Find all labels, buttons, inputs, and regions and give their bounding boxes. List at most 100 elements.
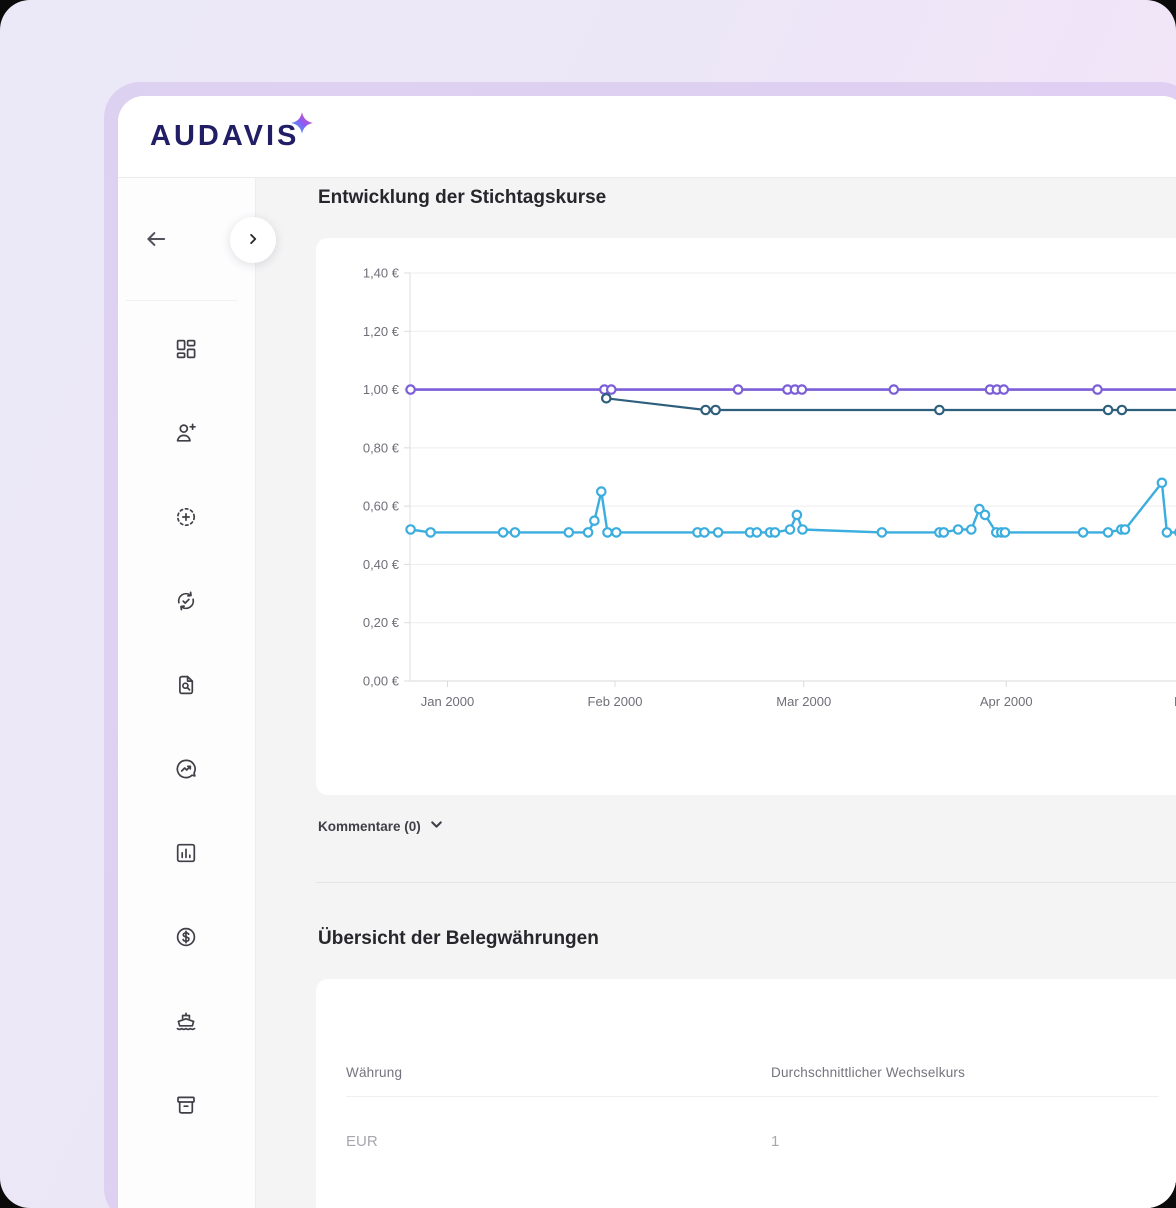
sparkle-icon bbox=[291, 112, 314, 134]
purple-line-marker bbox=[732, 384, 744, 395]
sidebar-item-file-search[interactable] bbox=[174, 674, 198, 698]
table-body: EUR 1 bbox=[346, 1097, 1159, 1150]
currency-section-title: Übersicht der Belegwährungen bbox=[318, 927, 599, 949]
blue-line-marker bbox=[497, 527, 509, 538]
archive-icon bbox=[174, 1093, 198, 1120]
chevron-down-icon bbox=[429, 817, 444, 835]
blue-line-marker bbox=[797, 524, 808, 535]
blue-line-marker bbox=[751, 527, 763, 538]
chart-card: 0,00 € 0,20 € 0,40 € 0,60 € 0,80 € 1,00 € 1,20… bbox=[316, 238, 1176, 795]
chevron-right-icon bbox=[244, 230, 262, 251]
slate-line bbox=[605, 397, 1176, 412]
back-button[interactable] bbox=[140, 224, 172, 256]
ship-icon bbox=[174, 1009, 198, 1036]
svg-text:0,20 €: 0,20 € bbox=[363, 615, 400, 630]
dashboard-icon bbox=[174, 337, 198, 364]
blue-line-marker bbox=[952, 524, 964, 535]
chart-section-title: Entwicklung der Stichtagskurse bbox=[318, 187, 607, 208]
sidebar-item-dashboard[interactable] bbox=[174, 338, 198, 362]
sidebar-item-sync-sparkle[interactable] bbox=[174, 506, 198, 530]
purple-line-marker bbox=[796, 384, 808, 395]
cell-average-rate: 1 bbox=[771, 1132, 780, 1150]
sync-check-icon bbox=[174, 589, 198, 616]
blue-line bbox=[409, 481, 1176, 534]
svg-text:Apr 2000: Apr 2000 bbox=[980, 694, 1033, 709]
sidebar bbox=[118, 178, 276, 1208]
blue-line-marker bbox=[938, 527, 950, 538]
blue-line-marker bbox=[595, 486, 607, 497]
svg-text:0,80 €: 0,80 € bbox=[363, 440, 400, 455]
exchange-rate-chart: 0,00 € 0,20 € 0,40 € 0,60 € 0,80 € 1,00 € 1,20… bbox=[363, 266, 1176, 709]
blue-line-marker bbox=[610, 527, 622, 538]
app-window: AUDAVIS bbox=[118, 96, 1176, 1208]
blue-line-marker bbox=[563, 527, 575, 538]
sidebar-item-sync-check[interactable] bbox=[174, 590, 198, 614]
svg-text:May 2000: May 2000 bbox=[1174, 694, 1176, 709]
svg-text:1,20 €: 1,20 € bbox=[363, 324, 400, 339]
blue-line-marker bbox=[582, 527, 594, 538]
section-divider bbox=[316, 881, 1176, 883]
purple-line-marker bbox=[888, 384, 900, 395]
sidebar-item-trend-bubble[interactable] bbox=[174, 758, 198, 782]
blue-line-marker bbox=[589, 515, 600, 526]
svg-text:1,40 €: 1,40 € bbox=[363, 266, 400, 281]
sidebar-expand-button[interactable] bbox=[230, 217, 276, 263]
app-body: Entwicklung der Stichtagskurse 0,00 € 0,2… bbox=[118, 178, 1176, 1208]
main-content: Entwicklung der Stichtagskurse 0,00 € 0,2… bbox=[256, 178, 1176, 1208]
svg-text:1,00 €: 1,00 € bbox=[363, 382, 400, 397]
column-header-currency: Währung bbox=[346, 1064, 403, 1080]
app-header: AUDAVIS bbox=[118, 96, 1176, 178]
table-header-row: Währung Durchschnittlicher Wechselkurs bbox=[346, 1065, 1159, 1097]
svg-text:0,40 €: 0,40 € bbox=[363, 557, 400, 572]
blue-line-marker bbox=[979, 509, 991, 521]
blue-line-marker bbox=[425, 527, 436, 538]
currency-dollar-icon bbox=[174, 925, 198, 952]
sidebar-item-archive[interactable] bbox=[174, 1094, 198, 1118]
slate-line-marker bbox=[1102, 404, 1114, 416]
blue-line-marker bbox=[712, 527, 724, 538]
table-row: EUR 1 bbox=[346, 1097, 1159, 1150]
purple-line-marker bbox=[1092, 384, 1103, 395]
sidebar-item-bar-chart[interactable] bbox=[174, 842, 198, 866]
brand-logo-text: AUDAVIS bbox=[150, 120, 300, 152]
slate-line-marker bbox=[934, 404, 945, 416]
blue-line-marker bbox=[1156, 477, 1168, 489]
slate-line-marker bbox=[710, 404, 721, 416]
arrow-left-icon bbox=[143, 226, 169, 255]
purple-line-marker bbox=[998, 384, 1010, 395]
purple-line-marker bbox=[405, 384, 416, 395]
sidebar-item-currency-dollar[interactable] bbox=[174, 926, 198, 950]
blue-line-marker bbox=[1077, 527, 1089, 538]
comments-toggle[interactable]: Kommentare (0) bbox=[318, 817, 444, 835]
blue-line-marker bbox=[1119, 524, 1131, 535]
svg-text:0,60 €: 0,60 € bbox=[363, 499, 400, 514]
trend-bubble-icon bbox=[174, 757, 198, 784]
blue-line-marker bbox=[784, 524, 796, 535]
blue-line-marker bbox=[999, 527, 1011, 538]
user-add-icon bbox=[174, 421, 198, 448]
currency-table-card: Währung Durchschnittlicher Wechselkurs E… bbox=[316, 978, 1176, 1208]
blue-line-marker bbox=[769, 527, 781, 538]
sidebar-divider bbox=[126, 300, 237, 301]
blue-line-marker bbox=[791, 509, 803, 521]
sidebar-item-ship[interactable] bbox=[174, 1010, 198, 1034]
purple-line-marker bbox=[605, 384, 617, 395]
svg-text:0,00 €: 0,00 € bbox=[363, 674, 400, 689]
blue-line-marker bbox=[699, 527, 710, 538]
sidebar-item-user-add[interactable] bbox=[174, 422, 198, 446]
bar-chart-icon bbox=[174, 841, 198, 868]
svg-text:Jan 2000: Jan 2000 bbox=[421, 694, 475, 709]
blue-line-marker bbox=[1102, 527, 1114, 538]
sync-sparkle-icon bbox=[174, 505, 198, 532]
comments-label: Kommentare (0) bbox=[318, 818, 421, 834]
slate-line-marker bbox=[700, 404, 711, 416]
column-header-average-rate: Durchschnittlicher Wechselkurs bbox=[771, 1064, 966, 1080]
sidebar-nav bbox=[118, 338, 254, 1118]
blue-line-marker bbox=[405, 524, 416, 535]
svg-text:Mar 2000: Mar 2000 bbox=[776, 694, 831, 709]
blue-line-marker bbox=[509, 527, 521, 538]
slate-line-marker bbox=[600, 393, 612, 404]
blue-line-marker bbox=[1161, 527, 1173, 538]
svg-text:Feb 2000: Feb 2000 bbox=[588, 694, 643, 709]
